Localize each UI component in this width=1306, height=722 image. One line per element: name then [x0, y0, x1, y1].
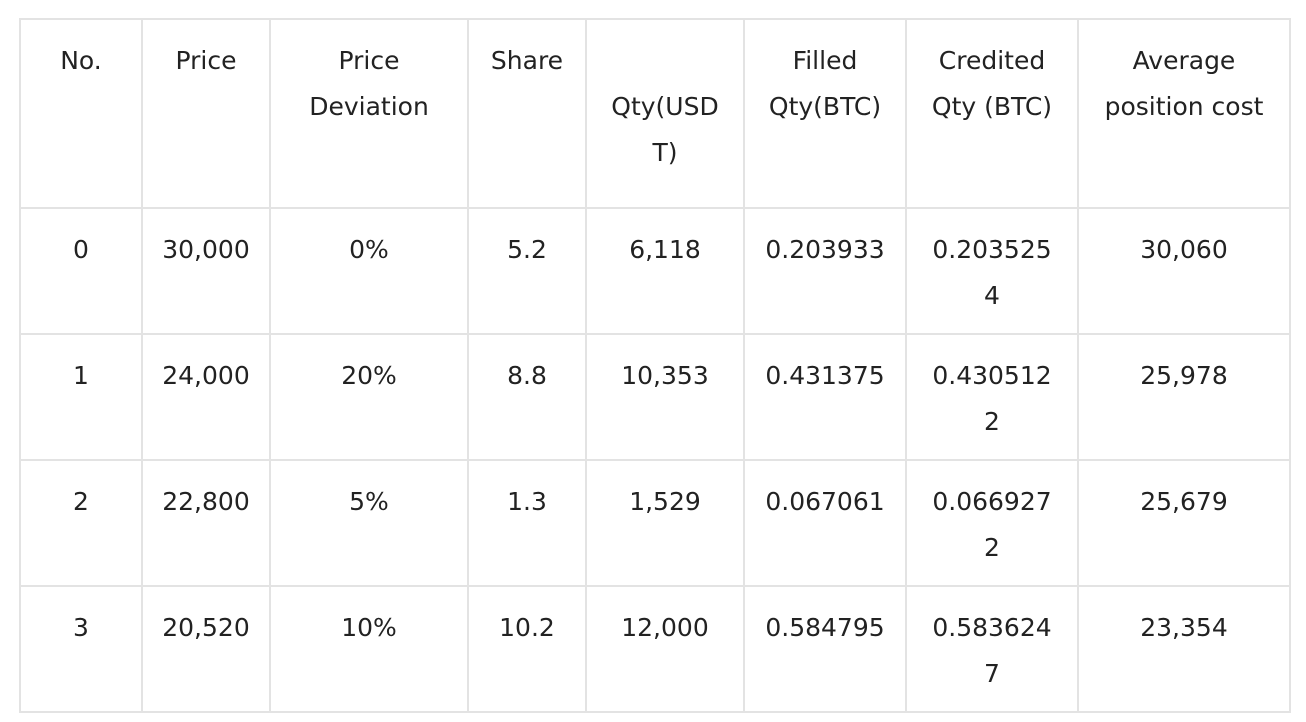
cell-no: 3 [19, 585, 143, 713]
header-credited-qty-btc: Credited Qty (BTC) [905, 18, 1079, 209]
cell-filled-qty: 0.067061 [743, 459, 907, 587]
cell-filled-qty: 0.203933 [743, 207, 907, 335]
cell-average-cost: 30,060 [1077, 207, 1291, 335]
cell-share: 5.2 [467, 207, 587, 335]
cell-price-deviation: 0% [269, 207, 469, 335]
cell-filled-qty: 0.584795 [743, 585, 907, 713]
cell-price: 30,000 [141, 207, 271, 335]
cell-qty-usdt: 10,353 [585, 333, 745, 461]
table-row: 3 20,520 10% 10.2 12,000 0.584795 0.5836… [19, 585, 1291, 713]
table-row: 1 24,000 20% 8.8 10,353 0.431375 0.43051… [19, 333, 1291, 461]
header-filled-qty-btc: Filled Qty(BTC) [743, 18, 907, 209]
cell-filled-qty: 0.431375 [743, 333, 907, 461]
cell-qty-usdt: 12,000 [585, 585, 745, 713]
cell-qty-usdt: 6,118 [585, 207, 745, 335]
header-share: Share [467, 18, 587, 209]
cell-average-cost: 25,679 [1077, 459, 1291, 587]
table-row: 2 22,800 5% 1.3 1,529 0.067061 0.0669272… [19, 459, 1291, 587]
cell-credited-qty: 0.5836247 [905, 585, 1079, 713]
cell-no: 0 [19, 207, 143, 335]
cell-average-cost: 23,354 [1077, 585, 1291, 713]
cell-credited-qty: 0.0669272 [905, 459, 1079, 587]
cell-no: 2 [19, 459, 143, 587]
order-table: No. Price Price Deviation Share Qty(USDT… [19, 18, 1291, 713]
cell-average-cost: 25,978 [1077, 333, 1291, 461]
cell-share: 1.3 [467, 459, 587, 587]
cell-price: 24,000 [141, 333, 271, 461]
header-average-position-cost: Average position cost [1077, 18, 1291, 209]
header-qty-usdt: Qty(USDT) [585, 18, 745, 209]
cell-share: 8.8 [467, 333, 587, 461]
cell-credited-qty: 0.4305122 [905, 333, 1079, 461]
data-table-container: No. Price Price Deviation Share Qty(USDT… [19, 18, 1291, 713]
header-no: No. [19, 18, 143, 209]
cell-no: 1 [19, 333, 143, 461]
header-price-deviation: Price Deviation [269, 18, 469, 209]
cell-price-deviation: 5% [269, 459, 469, 587]
cell-price: 22,800 [141, 459, 271, 587]
cell-price: 20,520 [141, 585, 271, 713]
cell-share: 10.2 [467, 585, 587, 713]
table-row: 0 30,000 0% 5.2 6,118 0.203933 0.2035254… [19, 207, 1291, 335]
cell-price-deviation: 20% [269, 333, 469, 461]
cell-qty-usdt: 1,529 [585, 459, 745, 587]
cell-credited-qty: 0.2035254 [905, 207, 1079, 335]
header-price: Price [141, 18, 271, 209]
header-row: No. Price Price Deviation Share Qty(USDT… [19, 18, 1291, 209]
cell-price-deviation: 10% [269, 585, 469, 713]
